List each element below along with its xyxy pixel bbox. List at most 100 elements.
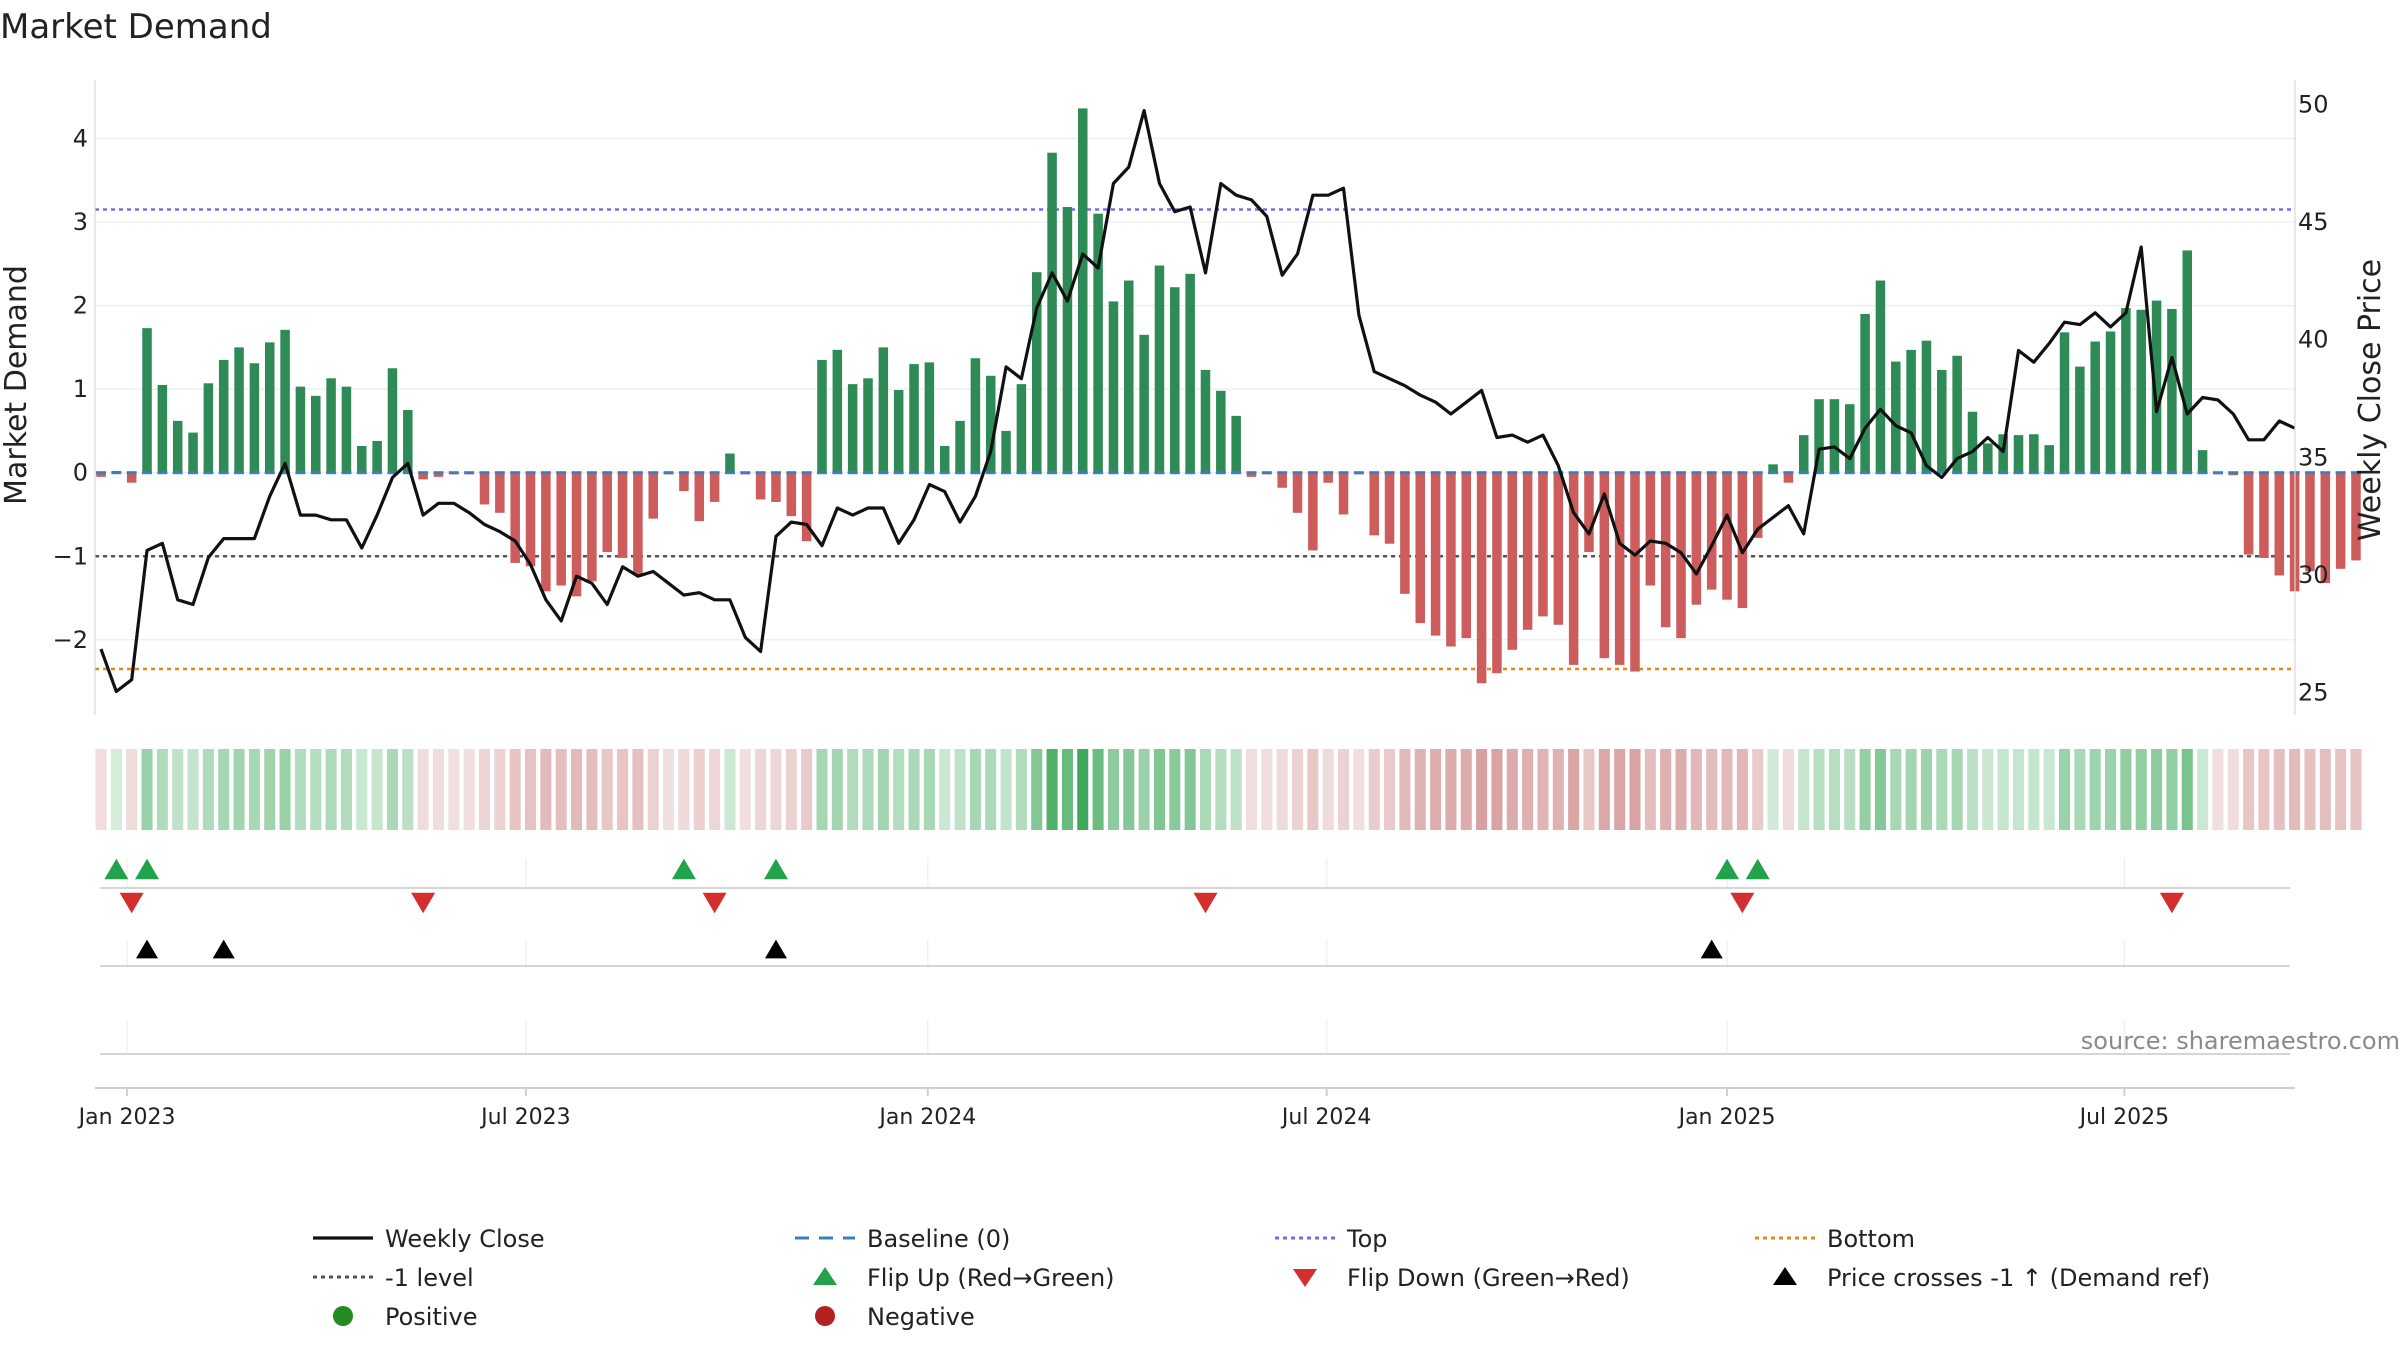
demand-bar	[326, 378, 336, 473]
y-tick-label: 0	[73, 459, 88, 487]
legend-item: Bottom	[1755, 1225, 1915, 1253]
heat-cell	[1061, 749, 1073, 830]
demand-bar	[1246, 472, 1257, 477]
demand-bar	[418, 472, 428, 480]
demand-bar	[1768, 464, 1778, 473]
demand-bar	[2075, 366, 2085, 473]
heat-cell	[509, 749, 521, 830]
heat-cell	[601, 749, 613, 830]
demand-bar	[1384, 472, 1395, 544]
demand-bar	[1031, 272, 1042, 473]
heat-cell	[524, 749, 537, 830]
heat-cell	[2043, 749, 2055, 830]
legend-label: Flip Up (Red→Green)	[867, 1264, 1115, 1292]
heat-cell	[1368, 749, 1380, 830]
demand-bar	[2151, 300, 2162, 473]
demand-bar	[311, 395, 321, 473]
demand-bar	[403, 410, 413, 473]
heat-cell	[1859, 749, 1871, 830]
demand-bar	[1783, 472, 1794, 483]
heat-cell	[1215, 749, 1227, 830]
demand-bar	[985, 375, 996, 473]
heat-cell	[1675, 749, 1687, 830]
x-tick-label: Jul 2023	[479, 1105, 571, 1130]
chart-title: Market Demand	[0, 7, 272, 47]
heat-cell	[1951, 749, 1963, 830]
demand-bar	[1154, 265, 1165, 473]
heat-cell	[969, 749, 981, 830]
demand-bar	[479, 472, 490, 505]
heat-cell	[1338, 749, 1350, 830]
demand-bar	[2105, 331, 2116, 473]
heat-cell	[2151, 749, 2163, 830]
price-cross-marker	[1700, 939, 1723, 959]
demand-bar	[2090, 341, 2100, 473]
heat-cell	[1015, 749, 1027, 830]
demand-bar	[96, 472, 106, 477]
heat-cell	[1322, 749, 1334, 830]
heat-cell	[1460, 749, 1472, 830]
heat-cell	[985, 749, 997, 830]
y-tick-label: 1	[73, 375, 88, 403]
legend-swatch-flip-down	[1293, 1269, 1317, 1287]
x-tick-label: Jan 2024	[877, 1105, 976, 1130]
flip-down-marker	[1193, 892, 1218, 914]
heat-cell	[1874, 749, 1886, 830]
heat-cell	[2166, 749, 2178, 830]
demand-bar	[1170, 287, 1180, 473]
demand-bar	[648, 472, 658, 519]
heat-cell	[1568, 749, 1580, 830]
heat-cell	[1123, 749, 1135, 830]
event-markers	[100, 858, 2290, 1055]
demand-bar	[571, 472, 582, 597]
demand-bar	[2351, 472, 2361, 561]
x-tick-label: Jan 2023	[77, 1105, 176, 1130]
legend-item: Negative	[815, 1303, 975, 1331]
heat-cell	[785, 749, 797, 830]
heat-cell	[1890, 749, 1902, 830]
heat-cell	[908, 749, 920, 830]
heat-cell	[1767, 749, 1779, 830]
heat-cell	[371, 749, 383, 830]
flip-up-marker	[1745, 858, 1770, 880]
y2-tick-label: 25	[2298, 678, 2329, 706]
y2-tick-label: 40	[2298, 326, 2329, 354]
heat-cell	[1291, 749, 1304, 830]
legend-item: Weekly Close	[313, 1225, 545, 1253]
legend-label: Baseline (0)	[867, 1225, 1010, 1253]
demand-bar	[2182, 250, 2192, 473]
flip-down-marker	[119, 892, 144, 914]
heat-cell	[954, 749, 966, 830]
heat-cell	[2028, 749, 2040, 830]
heat-cell	[1491, 749, 1503, 830]
demand-bar	[602, 472, 612, 553]
demand-bar	[1400, 472, 1410, 594]
legend-item: Price crosses -1 ↑ (Demand ref)	[1773, 1264, 2210, 1292]
demand-bar	[1967, 411, 1978, 473]
heat-cell	[1537, 749, 1549, 830]
demand-bar	[295, 386, 306, 473]
demand-bar	[2274, 472, 2285, 576]
heat-cell	[1184, 749, 1196, 830]
heat-cell	[693, 749, 705, 830]
demand-bar	[1093, 213, 1103, 473]
demand-bar	[1216, 390, 1226, 473]
heat-cell	[356, 749, 368, 830]
heat-cell	[2074, 749, 2086, 830]
demand-bar	[1047, 152, 1057, 473]
heat-cell	[432, 749, 445, 830]
demand-bar	[1860, 313, 1870, 473]
heat-cell	[2197, 749, 2209, 830]
demand-bar	[863, 378, 873, 473]
demand-bar	[1875, 280, 1886, 473]
heat-cell	[1828, 749, 1840, 830]
demand-bar	[341, 386, 352, 473]
heat-cell	[1905, 749, 1917, 830]
flip-down-marker	[2159, 892, 2184, 914]
demand-bar	[1645, 472, 1656, 586]
demand-bar	[1492, 472, 1502, 674]
heat-cell	[248, 749, 260, 830]
demand-bar	[280, 329, 290, 473]
legend-item: Flip Down (Green→Red)	[1293, 1264, 1630, 1292]
price-cross-marker	[136, 939, 159, 959]
